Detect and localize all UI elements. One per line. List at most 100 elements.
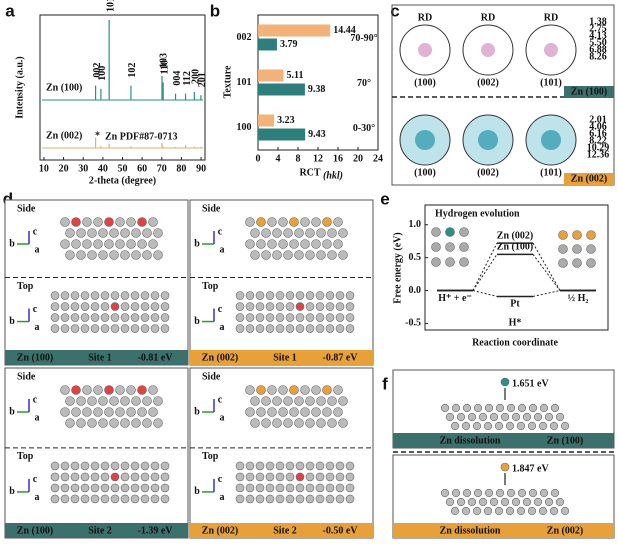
atom (315, 291, 325, 300)
atom (322, 385, 332, 395)
atom (250, 396, 260, 406)
peak-label: 100 (97, 66, 108, 81)
atom (335, 483, 345, 493)
axis-label: a (35, 322, 40, 333)
atom (82, 385, 92, 395)
axis-label: a (35, 412, 40, 423)
atom (90, 461, 100, 471)
atom (333, 239, 343, 249)
axis-label: b (194, 316, 200, 327)
atom (558, 244, 568, 254)
view-label: Side (202, 371, 221, 382)
annotation: 70° (357, 78, 371, 89)
atom (283, 250, 293, 260)
atom (261, 250, 271, 260)
atom (148, 407, 158, 417)
atom (558, 230, 568, 240)
rd-label: RD (544, 12, 558, 23)
atom (272, 250, 282, 260)
atom (278, 217, 288, 227)
atom (120, 418, 130, 428)
atom (93, 385, 103, 395)
atom (140, 494, 150, 504)
peak-label: 110 (159, 60, 170, 74)
annotation: 70-90° (350, 33, 377, 44)
bar (258, 128, 306, 141)
atom (131, 396, 141, 406)
atom (245, 461, 255, 471)
x-tick-label: 60 (137, 163, 147, 174)
atom (533, 497, 543, 507)
atom (160, 483, 170, 493)
axis-label: a (220, 244, 225, 255)
atom (285, 461, 295, 471)
atom (345, 324, 355, 333)
atom (494, 421, 504, 431)
connector (532, 242, 561, 291)
atom (140, 313, 150, 322)
atom (295, 302, 305, 311)
atom (245, 472, 255, 482)
atom (333, 407, 343, 417)
atom (65, 250, 75, 260)
y-axis-label: Free energy (eV) (392, 232, 403, 303)
atom (325, 291, 335, 300)
atom (517, 403, 527, 413)
atom (261, 396, 271, 406)
axes-frame (424, 204, 609, 331)
atom (345, 472, 355, 482)
atom (445, 412, 455, 422)
atom (255, 291, 265, 300)
view-label: Top (202, 451, 219, 462)
atom (137, 239, 147, 249)
axis-label: c (218, 394, 223, 405)
atom (137, 407, 147, 417)
axis-label: a (35, 244, 40, 255)
atom (235, 313, 245, 322)
bar (258, 38, 277, 51)
y-tick-label: 1.0 (409, 219, 422, 230)
atom (315, 494, 325, 504)
atom (70, 494, 80, 504)
legend: Zn PDF#87-0713 (105, 131, 178, 142)
axis-label: c (218, 474, 223, 485)
atom (335, 291, 345, 300)
atom (325, 472, 335, 482)
scale-label: 10.29 (587, 142, 610, 153)
atom (104, 407, 114, 417)
atom (506, 403, 516, 413)
atom (109, 228, 119, 238)
atom (500, 377, 510, 387)
atom (473, 403, 483, 413)
surface-label: Zn (002) (547, 525, 583, 536)
atom (285, 313, 295, 322)
scale-label: 5.50 (589, 37, 607, 48)
plane-label: (100) (414, 77, 436, 88)
atom (300, 385, 310, 395)
atom (315, 313, 325, 322)
atom (550, 403, 560, 413)
atom (148, 385, 158, 395)
scale-label: 6.16 (589, 128, 607, 139)
atom (511, 497, 521, 507)
plot-title: Hydrogen evolution (435, 208, 520, 219)
atom (294, 418, 304, 428)
data-label: 14.44 (333, 25, 356, 36)
atom (295, 472, 305, 482)
atom (555, 412, 565, 422)
axis-label: a (220, 412, 225, 423)
atom (120, 494, 130, 504)
atom (289, 385, 299, 395)
site-label: Site 1 (273, 352, 297, 363)
atom (80, 291, 90, 300)
scale-label: 4.06 (589, 121, 607, 132)
atom (87, 228, 97, 238)
axis-label: a (220, 492, 225, 503)
energy-label: 1.651 eV (512, 378, 549, 389)
atom (80, 302, 90, 311)
atom (445, 227, 455, 237)
atom (528, 403, 538, 413)
y-tick-label: 002 (237, 32, 252, 43)
atom (256, 385, 266, 395)
atom (431, 257, 441, 267)
